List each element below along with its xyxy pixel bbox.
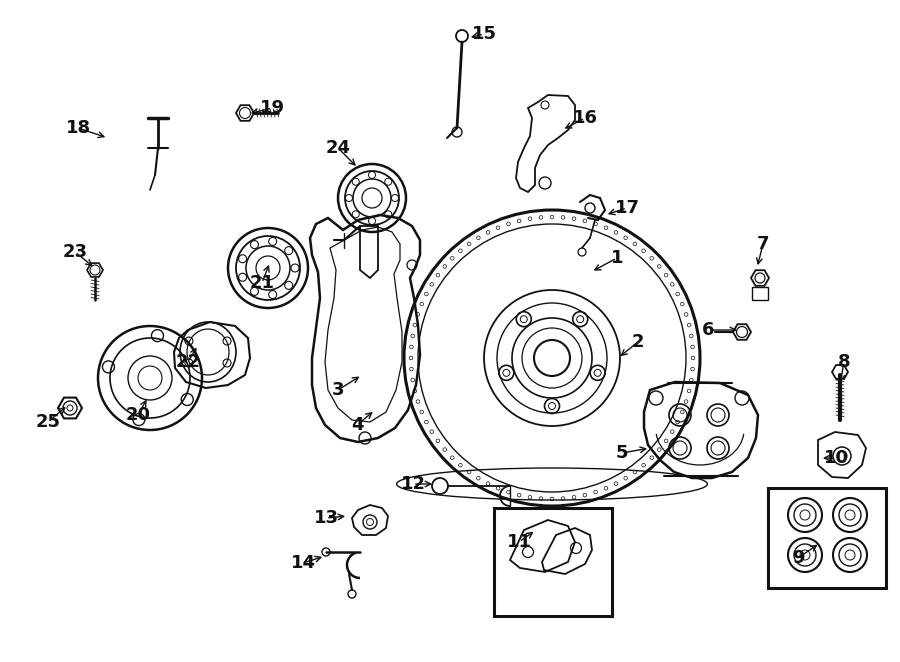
Text: 18: 18	[66, 119, 91, 137]
Text: 10: 10	[824, 449, 849, 467]
Text: 3: 3	[332, 381, 344, 399]
Text: 23: 23	[62, 243, 87, 261]
Bar	[768, 488, 886, 588]
Text: 12: 12	[400, 475, 426, 493]
Text: 24: 24	[326, 139, 350, 157]
Text: 22: 22	[176, 353, 201, 371]
Text: 21: 21	[249, 274, 274, 292]
Text: 4: 4	[351, 416, 364, 434]
Text: 20: 20	[125, 406, 150, 424]
Text: 11: 11	[507, 533, 532, 551]
Text: 8: 8	[838, 353, 850, 371]
Bar	[494, 508, 612, 616]
Text: 7: 7	[757, 235, 770, 253]
Text: 16: 16	[572, 109, 598, 127]
Text: 14: 14	[291, 554, 316, 572]
Text: 1: 1	[611, 249, 623, 267]
Text: 6: 6	[702, 321, 715, 339]
Text: 9: 9	[792, 549, 805, 567]
Text: 19: 19	[259, 99, 284, 117]
Text: 25: 25	[35, 413, 60, 431]
Text: 2: 2	[632, 333, 644, 351]
Text: 15: 15	[472, 25, 497, 43]
Text: 13: 13	[313, 509, 338, 527]
Text: 17: 17	[615, 199, 640, 217]
Text: 5: 5	[616, 444, 628, 462]
